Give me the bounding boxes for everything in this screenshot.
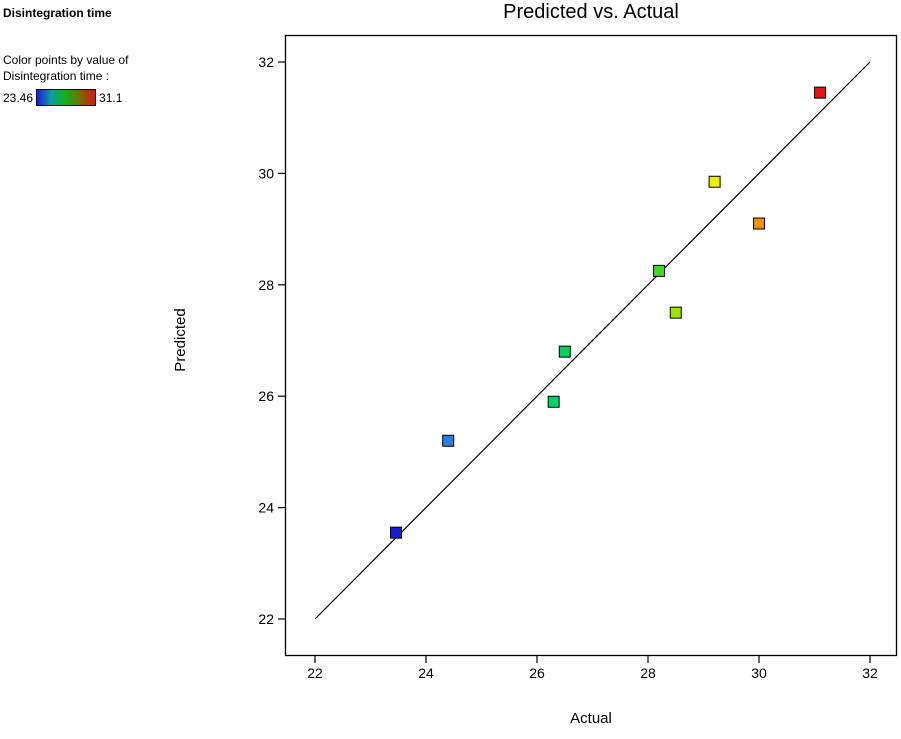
x-tick-label: 32 bbox=[862, 665, 878, 681]
data-point bbox=[442, 434, 455, 447]
y-tick-label: 24 bbox=[258, 500, 274, 516]
data-point bbox=[653, 264, 666, 277]
y-tick-label: 26 bbox=[258, 388, 274, 404]
y-tick-label: 30 bbox=[258, 165, 274, 181]
legend-caption-line2: Disintegration time : bbox=[3, 69, 110, 83]
y-tick-label: 22 bbox=[258, 611, 274, 627]
x-tick-label: 26 bbox=[529, 665, 545, 681]
color-scale: 23.46 31.1 bbox=[3, 89, 213, 106]
x-tick-label: 28 bbox=[640, 665, 656, 681]
color-legend: Disintegration time Color points by valu… bbox=[3, 6, 213, 106]
x-tick-label: 22 bbox=[307, 665, 323, 681]
data-point bbox=[390, 526, 403, 539]
y-tick-label: 32 bbox=[258, 54, 274, 70]
color-scale-max-label: 31.1 bbox=[99, 90, 123, 105]
color-scale-gradient bbox=[36, 89, 97, 106]
factor-name: Disintegration time bbox=[3, 6, 112, 20]
data-point bbox=[547, 395, 560, 408]
data-point bbox=[753, 217, 765, 230]
data-point bbox=[814, 86, 827, 99]
data-point bbox=[558, 345, 571, 358]
x-axis-label: Actual bbox=[570, 710, 612, 727]
data-point bbox=[669, 306, 682, 319]
x-tick-label: 30 bbox=[751, 665, 767, 681]
plot-frame bbox=[284, 34, 898, 657]
chart-title: Predicted vs. Actual bbox=[503, 1, 679, 23]
data-point bbox=[708, 175, 721, 188]
reference-line bbox=[314, 61, 871, 620]
y-tick-label: 28 bbox=[258, 277, 274, 293]
color-scale-min-label: 23.46 bbox=[3, 90, 34, 105]
x-tick-label: 24 bbox=[418, 665, 434, 681]
legend-caption-line1: Color points by value of bbox=[3, 53, 129, 67]
